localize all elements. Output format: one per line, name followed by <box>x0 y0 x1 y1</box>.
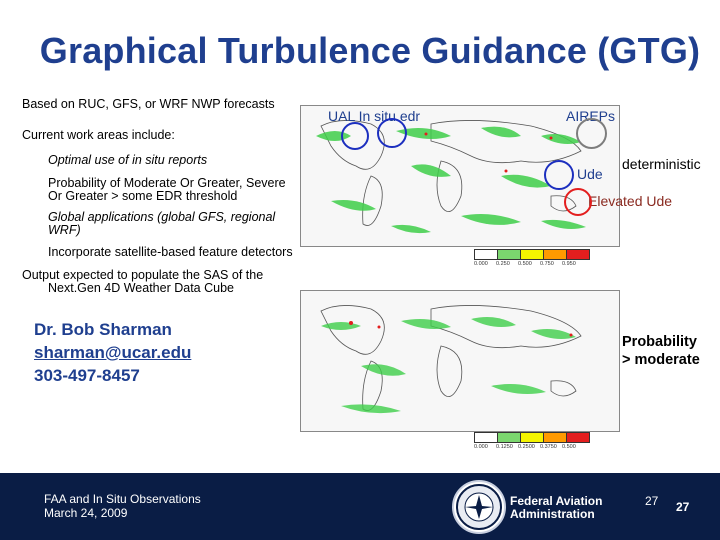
aireps-circle <box>576 118 607 149</box>
legend-swatch <box>520 432 544 443</box>
probability-label-1: Probability <box>622 334 697 350</box>
legend-swatch <box>520 249 544 260</box>
faa-name-line2: Administration <box>510 507 595 521</box>
annotation-ual: UAL In situ edr <box>328 108 421 124</box>
footer-date: March 24, 2009 <box>44 506 128 520</box>
legend-label: 0.2500 <box>518 444 535 450</box>
elevated-ude-circle <box>564 188 592 216</box>
legend-label: 0.950 <box>562 261 576 267</box>
faa-seal-graphic <box>456 484 502 530</box>
annotation-ude: Ude <box>577 166 603 182</box>
bullet-global-2: WRF) <box>48 223 81 237</box>
legend-swatch <box>566 432 590 443</box>
legend-bottom-labels: 0.000 0.1250 0.2500 0.3750 0.500 <box>474 444 594 452</box>
legend-label: 0.000 <box>474 444 488 450</box>
annotation-elevated-ude: Elevated Ude <box>588 193 673 209</box>
bullet-current-work: Current work areas include: <box>22 128 175 142</box>
faa-name: Federal Aviation Administration <box>510 495 602 521</box>
legend-swatch <box>543 432 567 443</box>
legend-label: 0.3750 <box>540 444 557 450</box>
legend-label: 0.250 <box>496 261 510 267</box>
legend-swatch <box>474 249 498 260</box>
legend-label: 0.500 <box>518 261 532 267</box>
bullet-global-1: Global applications (global GFS, regiona… <box>48 210 276 224</box>
legend-label: 0.750 <box>540 261 554 267</box>
contact-name: Dr. Bob Sharman <box>34 320 172 339</box>
bullet-output-2: Next.Gen 4D Weather Data Cube <box>48 281 234 295</box>
bullet-output-1: Output expected to populate the SAS of t… <box>22 268 264 282</box>
legend-swatch <box>543 249 567 260</box>
slide-number-bold: 27 <box>676 500 690 514</box>
annotation-deterministic: deterministic <box>622 156 701 172</box>
legend-bottom <box>474 432 590 443</box>
probability-label-2: > moderate <box>622 352 700 368</box>
ual-circle-left <box>341 122 369 150</box>
annotation-aireps: AIREPs <box>566 108 616 124</box>
probability-map <box>300 290 620 432</box>
probability-map-image <box>301 291 619 431</box>
faa-seal-icon <box>452 480 506 534</box>
slide-number: 27 <box>645 494 659 508</box>
legend-swatch <box>474 432 498 443</box>
contact-block: Dr. Bob Sharman sharman@ucar.edu 303-497… <box>34 318 191 387</box>
bullet-based-on: Based on RUC, GFS, or WRF NWP forecasts <box>22 97 275 111</box>
legend-swatch <box>566 249 590 260</box>
footer-bar: FAA and In Situ Observations March 24, 2… <box>0 473 720 540</box>
bullet-probability-1: Probability of Moderate Or Greater, Seve… <box>48 176 286 190</box>
legend-top-labels: 0.000 0.250 0.500 0.750 0.950 <box>474 261 594 269</box>
faa-name-line1: Federal Aviation <box>510 494 603 508</box>
legend-swatch <box>497 432 521 443</box>
legend-label: 0.1250 <box>496 444 513 450</box>
footer-presentation-title: FAA and In Situ Observations <box>44 492 201 506</box>
legend-label: 0.000 <box>474 261 488 267</box>
legend-swatch <box>497 249 521 260</box>
bullet-optimal-use: Optimal use of in situ reports <box>48 153 208 167</box>
probability-label: Probability > moderate <box>622 333 700 369</box>
legend-label: 0.500 <box>562 444 576 450</box>
bullet-satellite: Incorporate satellite-based feature dete… <box>48 245 293 259</box>
ual-circle-right <box>377 118 407 148</box>
footer-left: FAA and In Situ Observations March 24, 2… <box>44 492 201 520</box>
legend-top <box>474 249 590 260</box>
slide-title: Graphical Turbulence Guidance (GTG) <box>39 30 701 71</box>
ude-circle <box>544 160 574 190</box>
bullet-probability-2: Or Greater > some EDR threshold <box>48 189 238 203</box>
contact-phone: 303-497-8457 <box>34 366 140 385</box>
contact-email-link[interactable]: sharman@ucar.edu <box>34 343 192 362</box>
